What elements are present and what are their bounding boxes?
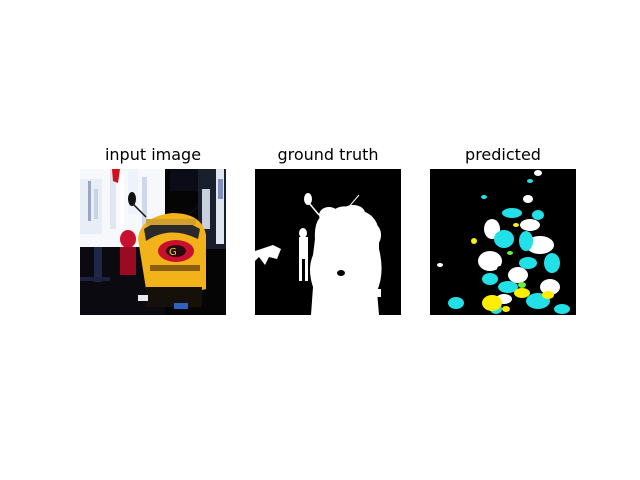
input-image-panel: G	[80, 169, 226, 315]
ground-truth-title: ground truth	[277, 145, 379, 164]
input-image-title: input image	[104, 145, 202, 164]
ground-truth-mask	[255, 169, 401, 315]
ground-truth-panel	[255, 169, 401, 315]
predicted-panel	[430, 169, 576, 315]
predicted-mask	[430, 169, 576, 315]
input-image: G	[80, 169, 226, 315]
predicted-title: predicted	[465, 145, 541, 164]
svg-text:G: G	[169, 247, 177, 258]
